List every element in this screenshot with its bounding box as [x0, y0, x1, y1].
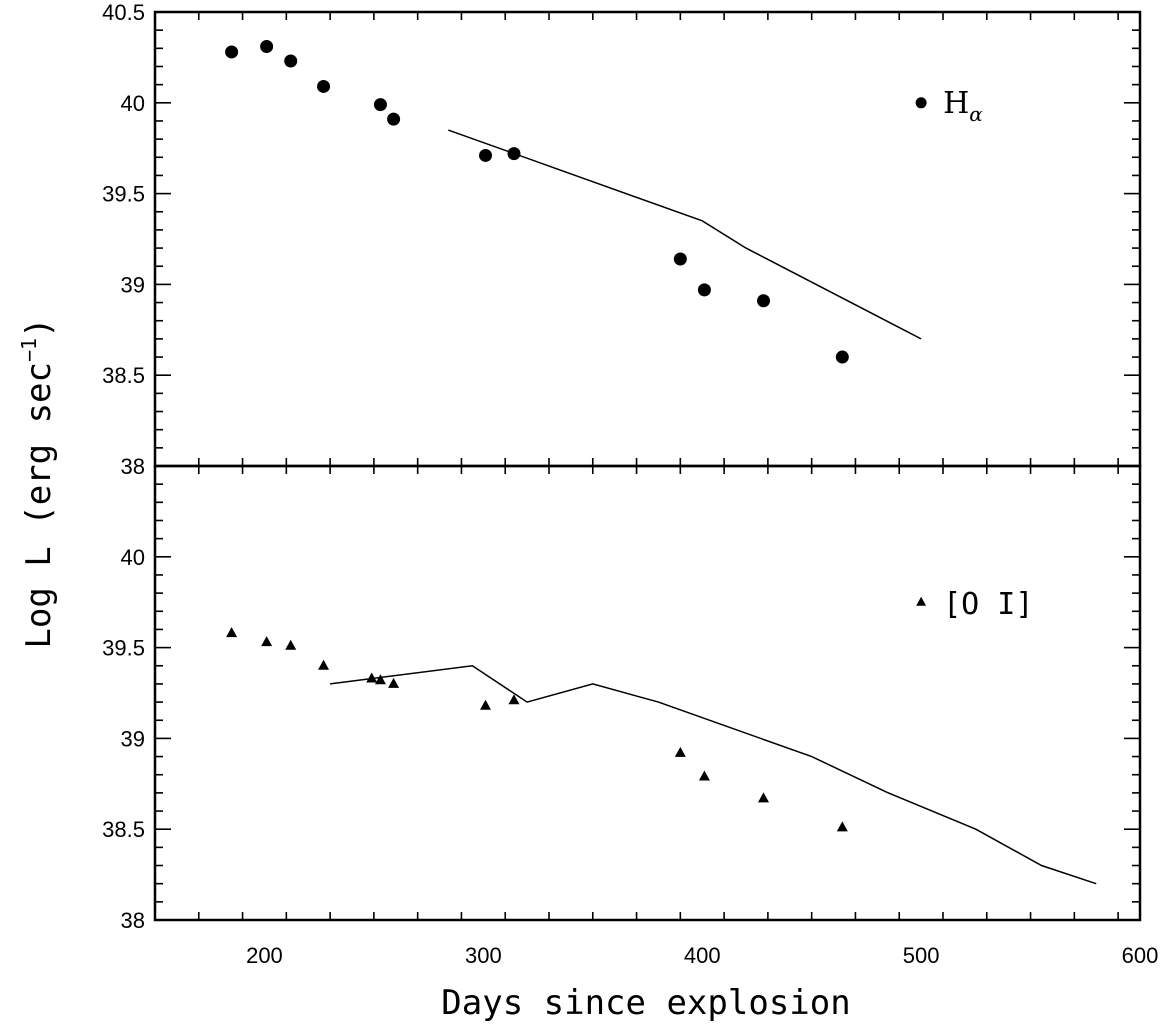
model-line	[330, 664, 1097, 885]
y-axis-title-close: )	[19, 317, 59, 337]
y-tick-label: 40	[121, 545, 145, 570]
legend-marker-halpha	[915, 97, 927, 109]
oi-point	[480, 699, 492, 710]
legend-label-main: H	[943, 86, 969, 121]
plot-frame	[153, 464, 1142, 922]
halpha-point	[225, 45, 239, 59]
oi-point	[674, 746, 686, 757]
x-tick-label: 600	[1122, 943, 1159, 968]
panel-top-halpha: 38 38.5 39 39.5 40 40.5 Hα	[102, 0, 1142, 479]
oi-point	[261, 636, 273, 647]
oi-point	[388, 677, 400, 688]
oi-point	[226, 627, 238, 638]
y-tick-label: 39	[121, 726, 145, 751]
panel-bottom-oi: 38 38.5 39 39.5 40 [O I]	[102, 464, 1142, 933]
oi-point	[758, 792, 770, 803]
x-tick-labels: 200 300 400 500 600	[246, 943, 1158, 968]
y-axis-title: Log L (erg sec−1)	[17, 317, 59, 648]
halpha-point	[757, 294, 771, 308]
oi-point	[836, 821, 848, 832]
halpha-point	[373, 98, 387, 112]
y-axis-title-superscript: −1	[17, 338, 41, 362]
y-tick-label: 38	[121, 908, 145, 933]
y-tick-label: 40.5	[102, 0, 145, 25]
oi-point	[318, 659, 330, 670]
halpha-point	[673, 252, 687, 266]
halpha-point	[507, 147, 521, 161]
legend-marker-oi	[916, 596, 927, 606]
halpha-point	[260, 40, 274, 54]
y-tick-label: 38.5	[102, 817, 145, 842]
y-tick-label: 39.5	[102, 636, 145, 661]
oi-point	[508, 694, 520, 705]
oi-point	[374, 674, 386, 685]
x-tick-label: 400	[684, 943, 721, 968]
oi-point	[366, 672, 378, 683]
y-tick-label: 38.5	[102, 363, 145, 388]
y-tick-label: 39.5	[102, 182, 145, 207]
x-tick-label: 300	[465, 943, 502, 968]
halpha-point	[387, 112, 401, 126]
y-tick-label: 39	[121, 272, 145, 297]
legend-label-halpha: Hα	[943, 86, 983, 126]
halpha-point	[479, 148, 493, 162]
halpha-point	[317, 79, 331, 93]
y-axis-title-main: Log L (erg sec	[19, 362, 59, 649]
x-tick-label: 200	[246, 943, 283, 968]
model-line	[448, 129, 922, 340]
y-tick-label: 38	[121, 454, 145, 479]
halpha-point	[284, 54, 298, 68]
halpha-point	[697, 283, 711, 297]
oi-point	[698, 770, 710, 781]
oi-point	[285, 639, 297, 650]
x-axis-title: Days since explosion	[441, 983, 850, 1023]
y-axis-title-group: Log L (erg sec−1)	[17, 317, 59, 648]
y-tick-label: 40	[121, 91, 145, 116]
legend-label-subscript: α	[969, 102, 983, 126]
x-tick-label: 500	[903, 943, 940, 968]
legend-label-oi: [O I]	[943, 587, 1033, 622]
halpha-point	[835, 350, 849, 364]
plot-frame	[153, 10, 1142, 468]
